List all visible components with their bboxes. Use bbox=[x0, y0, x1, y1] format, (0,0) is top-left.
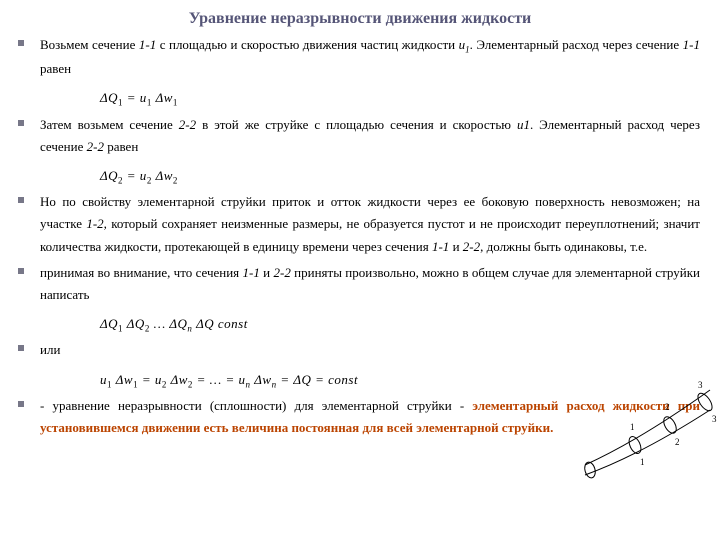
eq-text: = u bbox=[123, 168, 147, 183]
paragraph-3: Но по свойству элементарной струйки прит… bbox=[40, 191, 700, 257]
section-ref: 2-2 bbox=[179, 117, 196, 132]
text: и bbox=[260, 265, 274, 280]
svg-text:2: 2 bbox=[675, 437, 680, 447]
eq-text: Δw bbox=[251, 372, 272, 387]
text: и bbox=[449, 239, 462, 254]
svg-text:3: 3 bbox=[698, 380, 703, 390]
stream-tube-figure: 1 2 3 1 2 3 bbox=[580, 370, 720, 480]
eq-text: ΔQ const bbox=[192, 316, 247, 331]
equation-2: ΔQ2 = u2 Δw2 bbox=[40, 162, 700, 192]
sub: 1 bbox=[173, 98, 178, 108]
text: , должны быть одинаковы, т.е. bbox=[480, 239, 647, 254]
text: - уравнение неразрывности (сплошности) д… bbox=[40, 398, 472, 413]
text: Затем возьмем сечение bbox=[40, 117, 179, 132]
bullet-icon bbox=[18, 40, 24, 46]
section-ref: 1-1 bbox=[432, 239, 449, 254]
paragraph-1: Возьмем сечение 1-1 с площадью и скорост… bbox=[40, 34, 700, 80]
eq-text: Δw bbox=[152, 90, 173, 105]
page-title: Уравнение неразрывности движения жидкост… bbox=[0, 0, 720, 34]
section-ref: 1-1 bbox=[139, 37, 156, 52]
text: с площадью и скоростью движения частиц ж… bbox=[156, 37, 458, 52]
section-ref: 1-1 bbox=[683, 37, 700, 52]
eq-text: = ΔQ = const bbox=[277, 372, 359, 387]
svg-text:1: 1 bbox=[640, 457, 645, 467]
bullet-icon bbox=[18, 345, 24, 351]
bullet-icon bbox=[18, 120, 24, 126]
equation-1: ΔQ1 = u1 Δw1 bbox=[40, 84, 700, 114]
eq-text: ΔQ bbox=[123, 316, 145, 331]
eq-text: ΔQ bbox=[100, 168, 118, 183]
eq-text: = u bbox=[123, 90, 147, 105]
section-ref: 1-2, bbox=[86, 216, 107, 231]
paragraph-4: принимая во внимание, что сечения 1-1 и … bbox=[40, 262, 700, 306]
bullet-icon bbox=[18, 268, 24, 274]
section-ref: 1-1 bbox=[243, 265, 260, 280]
eq-text: Δw bbox=[112, 372, 133, 387]
paragraph-2: Затем возьмем сечение 2-2 в этой же стру… bbox=[40, 114, 700, 158]
eq-text: u bbox=[100, 372, 107, 387]
section-ref: 2-2 bbox=[87, 139, 104, 154]
eq-text: Δw bbox=[167, 372, 188, 387]
section-ref: 2-2 bbox=[273, 265, 290, 280]
equation-3: ΔQ1 ΔQ2 … ΔQn ΔQ const bbox=[40, 310, 700, 340]
var-u1: u1 bbox=[517, 117, 530, 132]
text: или bbox=[40, 342, 60, 357]
text: равен bbox=[40, 61, 71, 76]
text: принимая во внимание, что сечения bbox=[40, 265, 243, 280]
text: равен bbox=[104, 139, 138, 154]
bullet-icon bbox=[18, 197, 24, 203]
sub: 2 bbox=[173, 175, 178, 185]
eq-text: = … = u bbox=[193, 372, 246, 387]
eq-text: ΔQ bbox=[100, 90, 118, 105]
text: в этой же струйке с площадью сечения и с… bbox=[196, 117, 517, 132]
text: Возьмем сечение bbox=[40, 37, 139, 52]
eq-text: … ΔQ bbox=[150, 316, 188, 331]
svg-text:3: 3 bbox=[712, 414, 717, 424]
bullet-icon bbox=[18, 401, 24, 407]
eq-text: Δw bbox=[152, 168, 173, 183]
eq-text: = u bbox=[138, 372, 162, 387]
eq-text: ΔQ bbox=[100, 316, 118, 331]
paragraph-5: или bbox=[40, 339, 700, 361]
text: . Элементарный расход через сечение bbox=[470, 37, 683, 52]
svg-text:1: 1 bbox=[630, 422, 635, 432]
svg-text:2: 2 bbox=[665, 402, 670, 412]
section-ref: 2-2 bbox=[463, 239, 480, 254]
